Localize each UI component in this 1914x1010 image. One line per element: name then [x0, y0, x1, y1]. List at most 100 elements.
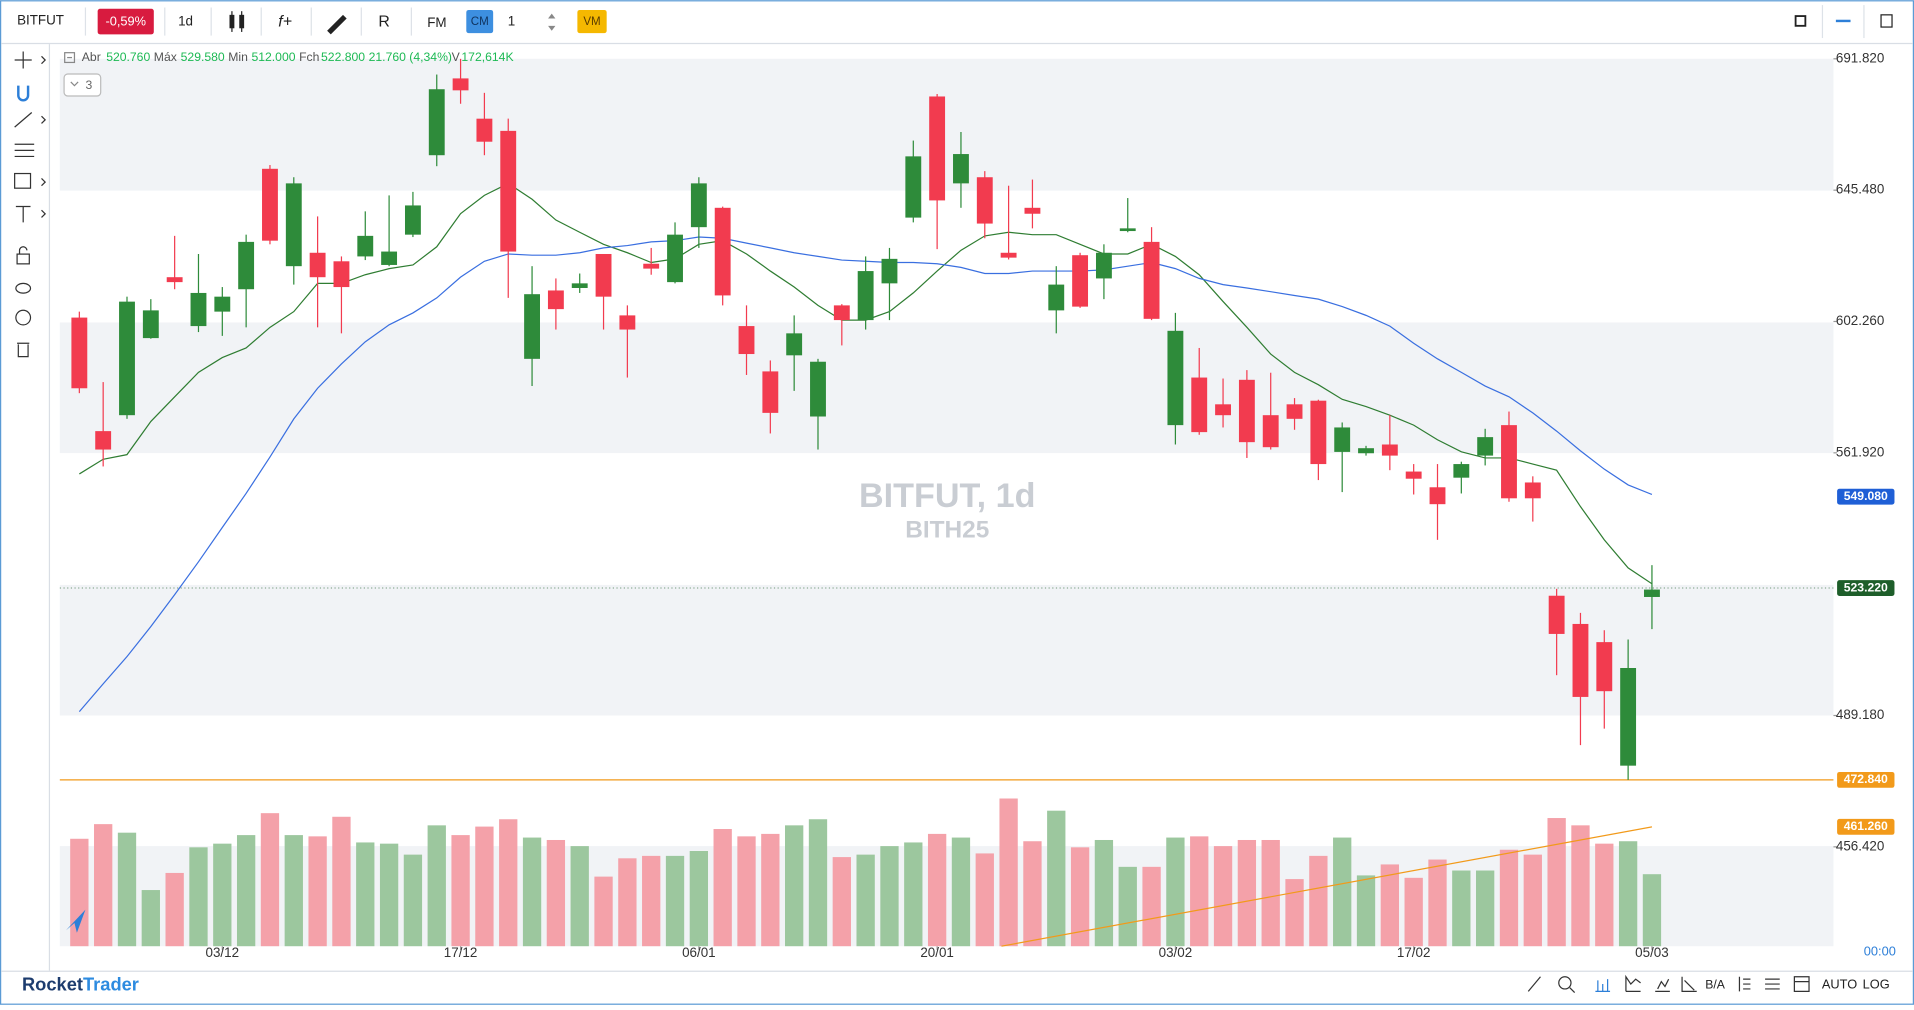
symbol[interactable]: BITFUT: [17, 12, 64, 27]
volume-bar: [856, 854, 875, 947]
price-marker-label: 549.080: [1844, 489, 1888, 503]
candle-body: [1191, 377, 1208, 433]
volume-bar: [1070, 847, 1090, 947]
layout-button[interactable]: [1880, 14, 1893, 28]
spinner[interactable]: [548, 13, 556, 31]
volume-bar: [1118, 866, 1137, 947]
candle-body: [452, 78, 469, 91]
volume-bar: [1047, 810, 1066, 947]
cm-badge[interactable]: [466, 9, 494, 34]
candle-body: [1548, 595, 1565, 634]
candle-body: [1501, 425, 1517, 499]
volume-bar: [1404, 877, 1423, 947]
volume-bar: [1333, 837, 1352, 947]
volume-bar: [689, 850, 709, 947]
legend-collapse[interactable]: [64, 52, 76, 64]
candle-body: [1644, 589, 1660, 597]
x-tick-label: 17/02: [1397, 945, 1431, 960]
candle-body: [1095, 252, 1112, 279]
volume-bar: [94, 824, 113, 947]
candle-body: [1358, 448, 1374, 454]
x-tick-label: 03/12: [206, 945, 240, 960]
candle-body: [643, 263, 660, 269]
candle-body: [667, 234, 683, 283]
volume-bar: [141, 890, 160, 947]
volume-bar: [1285, 879, 1304, 947]
volume: 172,614K: [461, 50, 513, 64]
close: 522.800: [321, 50, 365, 64]
candle-body: [309, 252, 326, 278]
volume-bar: [999, 798, 1018, 947]
fm-button[interactable]: FM: [427, 15, 446, 30]
candle-body: [1429, 487, 1446, 505]
volume-bar: [165, 872, 184, 947]
interval[interactable]: 1d: [178, 14, 193, 29]
candle-body: [142, 310, 159, 339]
candle-body: [1524, 482, 1541, 499]
volume-bar: [761, 833, 780, 947]
volume-bar: [379, 843, 399, 947]
volume-bar: [1476, 870, 1495, 947]
rx-button[interactable]: R: [378, 13, 389, 30]
change: 21.760 (4,34%): [369, 50, 452, 64]
footer-icons[interactable]: [1527, 974, 1810, 994]
plot-bands: [59, 58, 1834, 947]
volume-bar: [1190, 836, 1209, 947]
candle-type-button[interactable]: [229, 11, 245, 32]
plot: [59, 58, 1838, 950]
close-label: Fch: [299, 50, 319, 64]
volume-bar: [713, 829, 732, 947]
count[interactable]: 1: [508, 14, 515, 29]
candle-body: [762, 371, 779, 413]
candle-body: [1119, 228, 1136, 232]
volume-bar: [1595, 843, 1614, 947]
tool-icons[interactable]: [14, 51, 47, 358]
change: -0,59%: [105, 14, 146, 29]
volume-bar: [975, 853, 994, 947]
candle-body: [810, 361, 826, 417]
candle-body: [571, 283, 588, 288]
volume-bar: [1428, 859, 1447, 947]
ba[interactable]: B/A: [1705, 977, 1726, 991]
fullscreen-button[interactable]: [1794, 15, 1807, 27]
candle-body: [738, 326, 755, 355]
candle-body: [119, 301, 135, 416]
auto-scale[interactable]: AUTO: [1822, 977, 1857, 992]
candle-body: [1453, 464, 1470, 478]
candle-body: [190, 292, 207, 327]
candle-body: [690, 183, 707, 228]
open-label: Abr: [82, 50, 101, 64]
volume-bar: [1499, 849, 1519, 947]
volume-bar: [1023, 841, 1042, 947]
log-scale[interactable]: LOG: [1863, 977, 1890, 992]
candle-body: [786, 333, 803, 356]
volume-bar: [618, 858, 637, 947]
candle-body: [714, 207, 731, 296]
volume-label: V: [452, 50, 461, 64]
volume-bar: [665, 855, 685, 947]
volume-bar: [1571, 825, 1590, 947]
navigate-button[interactable]: [65, 909, 86, 933]
volume-bar: [117, 832, 137, 947]
draw-button[interactable]: [327, 14, 347, 35]
volume-bar: [308, 836, 327, 947]
y-tick-label: 489.180: [1836, 707, 1884, 722]
volume-bar: [189, 847, 208, 947]
indicator-button[interactable]: f+: [278, 13, 292, 30]
candle-body: [1310, 400, 1327, 465]
vm-badge[interactable]: [577, 9, 607, 34]
candle-body: [1262, 415, 1279, 448]
volume-bar: [1261, 839, 1280, 947]
volume-bar: [451, 835, 470, 947]
candle-body: [1405, 471, 1422, 479]
candle-body: [214, 296, 231, 312]
volume-bar: [1380, 864, 1400, 947]
price-marker: [1837, 488, 1895, 505]
volume-bar: [213, 843, 232, 947]
y-tick-label: 645.480: [1836, 182, 1884, 197]
price-marker: [1837, 580, 1895, 596]
indicator-dropdown[interactable]: [63, 73, 102, 97]
candle-body: [428, 89, 445, 156]
